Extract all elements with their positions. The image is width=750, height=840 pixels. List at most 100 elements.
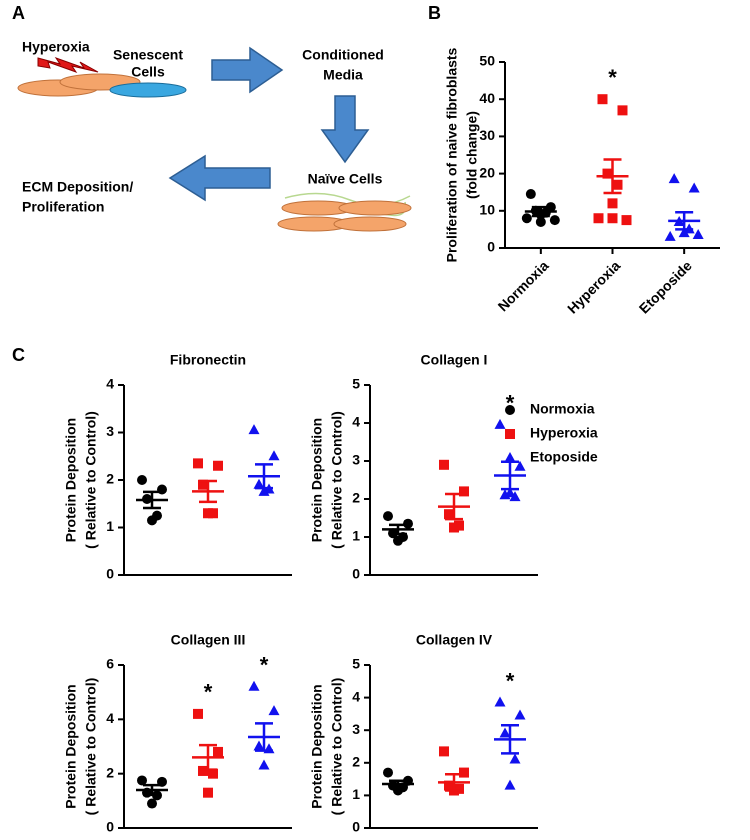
y-axis-label: Protein Deposition	[63, 684, 79, 808]
data-point	[514, 709, 526, 720]
y-tick-label: 3	[352, 721, 360, 737]
data-point	[193, 458, 203, 469]
y-tick-label: 6	[106, 656, 114, 672]
y-tick-label: 5	[352, 656, 360, 672]
arrow	[320, 95, 370, 164]
y-tick-label: 0	[106, 819, 114, 835]
y-tick-label: 5	[352, 376, 360, 392]
data-point	[213, 746, 223, 757]
data-point	[593, 213, 604, 224]
data-point	[268, 450, 280, 461]
data-point	[268, 705, 280, 716]
data-point	[449, 522, 459, 533]
y-axis-label: ( Relative to Control)	[329, 411, 345, 549]
panel-label: C	[12, 345, 25, 365]
data-point	[393, 535, 403, 546]
y-tick-label: 3	[106, 423, 114, 439]
y-axis-label: Protein Deposition	[309, 418, 325, 542]
data-point	[602, 168, 613, 179]
data-point	[612, 179, 623, 190]
diagram-label: Hyperoxia	[22, 39, 90, 55]
data-point	[664, 230, 676, 241]
y-tick-label: 50	[479, 53, 495, 69]
legend-label: Normoxia	[530, 401, 595, 417]
panel-label: B	[428, 3, 441, 23]
data-point	[617, 105, 628, 116]
data-point	[535, 216, 546, 227]
diagram-label: Cells	[131, 64, 165, 80]
panel-label: A	[12, 3, 25, 23]
data-point	[494, 418, 506, 429]
data-point	[494, 696, 506, 707]
data-point	[203, 508, 213, 519]
data-point	[213, 460, 223, 471]
diagram-label: Proliferation	[22, 199, 104, 215]
y-tick-label: 1	[352, 528, 360, 544]
data-point	[514, 460, 526, 471]
cell-icon	[338, 200, 412, 216]
annotation: *	[204, 680, 213, 705]
y-tick-label: 2	[106, 764, 114, 780]
data-point	[692, 228, 704, 239]
data-point	[147, 515, 157, 526]
y-axis-label: Protein Deposition	[309, 684, 325, 808]
y-tick-label: 4	[352, 688, 360, 704]
data-point	[193, 708, 203, 719]
data-point	[509, 491, 521, 502]
data-point	[147, 798, 157, 809]
data-point	[198, 765, 208, 776]
data-point	[248, 424, 260, 435]
legend-label: Etoposide	[530, 449, 598, 465]
y-tick-label: 0	[352, 819, 360, 835]
data-point	[137, 775, 147, 786]
y-tick-label: 3	[352, 452, 360, 468]
chart-title: Collagen IV	[416, 632, 493, 648]
y-tick-label: 30	[479, 127, 495, 143]
data-point	[208, 768, 218, 779]
y-tick-label: 40	[479, 90, 495, 106]
y-tick-label: 4	[352, 414, 360, 430]
data-point	[668, 173, 680, 184]
legend-marker	[504, 452, 516, 462]
y-tick-label: 2	[352, 754, 360, 770]
y-axis-label: Protein Deposition	[63, 418, 79, 542]
data-point	[253, 740, 265, 751]
data-point	[137, 475, 147, 485]
lightning-icon	[37, 57, 99, 73]
data-point	[444, 509, 454, 520]
data-point	[258, 485, 270, 496]
data-point	[549, 215, 560, 226]
arrow	[168, 154, 271, 202]
chart-title: Fibronectin	[170, 352, 246, 368]
data-point	[383, 767, 393, 778]
data-point	[203, 787, 213, 798]
diagram-label: Conditioned	[302, 47, 384, 63]
annotation: *	[260, 653, 269, 678]
diagram-label: Senescent	[113, 47, 183, 63]
data-point	[198, 479, 208, 490]
data-point	[504, 779, 516, 790]
data-point	[499, 727, 511, 738]
data-point	[607, 213, 618, 224]
data-point	[678, 227, 690, 238]
data-point	[525, 189, 536, 200]
data-point	[621, 215, 632, 226]
y-tick-label: 0	[487, 239, 495, 255]
y-tick-label: 2	[352, 490, 360, 506]
legend-label: Hyperoxia	[530, 425, 598, 441]
y-tick-label: 4	[106, 376, 114, 392]
data-point	[509, 753, 521, 764]
arrow	[211, 46, 284, 94]
data-point	[688, 182, 700, 193]
data-point	[253, 478, 265, 489]
diagram-label: Media	[323, 67, 363, 83]
data-point	[439, 746, 449, 757]
y-axis-label: Proliferation of naive fibroblasts	[444, 47, 460, 262]
chart-title: Collagen III	[171, 632, 246, 648]
data-point	[521, 213, 532, 224]
data-point	[459, 486, 469, 497]
y-tick-label: 0	[106, 566, 114, 582]
y-tick-label: 10	[479, 202, 495, 218]
chart-title: Collagen I	[421, 352, 488, 368]
